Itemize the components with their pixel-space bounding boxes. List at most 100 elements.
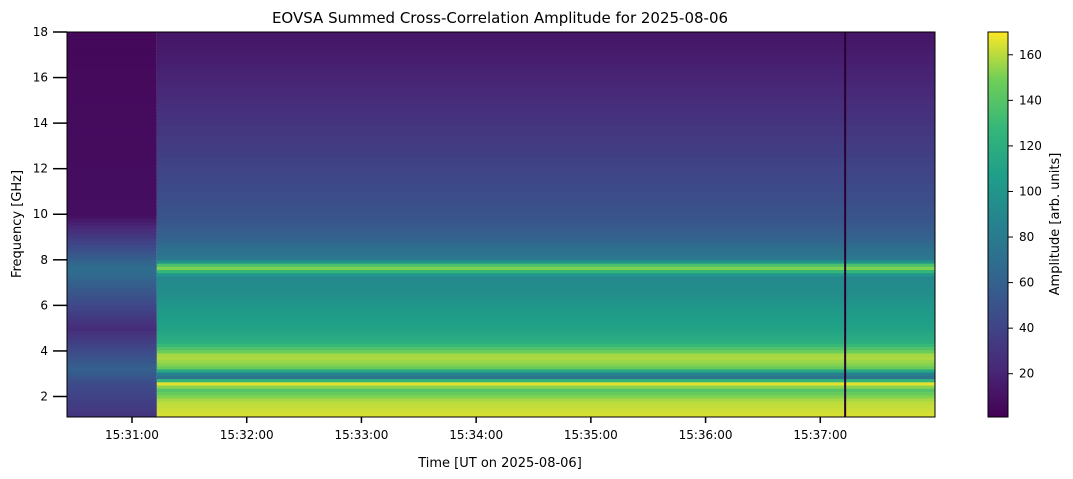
heatmap-band — [156, 214, 935, 219]
heatmap-band-pre — [67, 195, 157, 200]
heatmap-band-pre — [67, 384, 157, 389]
heatmap-band — [156, 38, 935, 43]
heatmap-band-pre — [67, 253, 157, 258]
heatmap-band — [156, 340, 935, 344]
heatmap-band — [156, 298, 935, 303]
heatmap-band-pre — [67, 189, 157, 194]
y-tick-label: 18 — [33, 25, 48, 39]
heatmap-band — [156, 99, 935, 104]
y-tick-label: 16 — [33, 71, 48, 85]
heatmap-band — [156, 311, 935, 315]
heatmap-band-pre — [67, 246, 157, 251]
heatmap-band-pre — [67, 413, 157, 417]
heatmap-band — [156, 333, 935, 338]
heatmap-band-pre — [67, 250, 157, 254]
heatmap-band-pre — [67, 83, 157, 88]
heatmap-band-pre — [67, 346, 157, 351]
heatmap-band-pre — [67, 202, 157, 206]
heatmap-band-pre — [67, 163, 157, 168]
heatmap-band — [156, 41, 935, 46]
heatmap-band — [156, 64, 935, 68]
heatmap-band-pre — [67, 362, 157, 367]
heatmap-band — [156, 352, 935, 357]
heatmap-band — [156, 221, 935, 226]
heatmap-band — [156, 397, 935, 402]
heatmap-band-pre — [67, 35, 157, 40]
heatmap-band-pre — [67, 298, 157, 303]
heatmap-band-pre — [67, 365, 157, 370]
y-tick-label: 10 — [33, 207, 48, 221]
heatmap-band-pre — [67, 240, 157, 245]
heatmap-band — [156, 269, 935, 274]
heatmap-band-pre — [67, 349, 157, 354]
heatmap-band-pre — [67, 80, 157, 84]
heatmap-band — [156, 291, 935, 296]
heatmap-band-pre — [67, 323, 157, 328]
heatmap-band-pre — [67, 208, 157, 213]
heatmap-band-pre — [67, 356, 157, 360]
heatmap-band-pre — [67, 336, 157, 341]
heatmap-band — [156, 35, 935, 40]
colorbar-label: Amplitude [arb. units] — [1048, 153, 1063, 296]
colorbar-tick-label: 20 — [1019, 367, 1034, 381]
heatmap-band-pre — [67, 182, 157, 187]
heatmap-band-pre — [67, 359, 157, 364]
heatmap-band — [156, 327, 935, 331]
heatmap-band-pre — [67, 304, 157, 309]
heatmap-band-pre — [67, 48, 157, 52]
heatmap-band — [156, 384, 935, 389]
y-tick-label: 6 — [40, 298, 48, 312]
heatmap-band — [156, 279, 935, 283]
heatmap-band-pre — [67, 205, 157, 210]
heatmap-band-pre — [67, 295, 157, 299]
heatmap-band — [156, 182, 935, 187]
heatmap-band — [156, 118, 935, 123]
x-axis: 15:31:00 15:32:00 15:33:00 15:34:00 15:35:00… — [105, 417, 847, 442]
x-tick-label: 15:32:00 — [220, 428, 274, 442]
heatmap-band-pre — [67, 86, 157, 91]
heatmap-band-pre — [67, 400, 157, 405]
heatmap-band-pre — [67, 128, 157, 133]
colorbar-tick-label: 80 — [1019, 230, 1034, 244]
heatmap-band-pre — [67, 314, 157, 319]
heatmap-band — [156, 343, 935, 348]
heatmap-band-pre — [67, 259, 157, 264]
heatmap-band — [156, 288, 935, 293]
heatmap-band-pre — [67, 234, 157, 238]
heatmap-band-pre — [67, 99, 157, 104]
heatmap-band-pre — [67, 388, 157, 392]
heatmap-band — [156, 301, 935, 306]
heatmap-band — [156, 391, 935, 396]
heatmap-band — [156, 131, 935, 136]
heatmap-band — [156, 368, 935, 373]
y-axis: 2 4 6 8 10 12 14 16 18 — [33, 25, 67, 403]
y-tick-label: 12 — [33, 162, 48, 176]
heatmap-band — [156, 144, 935, 149]
heatmap-band-pre — [67, 381, 157, 386]
heatmap-band-pre — [67, 340, 157, 344]
heatmap-band-pre — [67, 89, 157, 94]
heatmap-band-pre — [67, 150, 157, 155]
colorbar-axis: 20 40 60 80 100 120 140 160 — [1008, 48, 1042, 381]
heatmap-band-pre — [67, 198, 157, 203]
heatmap-band — [156, 176, 935, 181]
heatmap-band — [156, 102, 935, 107]
heatmap-band-pre — [67, 125, 157, 129]
heatmap-band — [156, 141, 935, 145]
heatmap-band — [156, 413, 935, 417]
heatmap-band — [156, 349, 935, 354]
heatmap-band — [156, 307, 935, 312]
heatmap-band — [156, 57, 935, 62]
heatmap-band-pre — [67, 76, 157, 81]
heatmap-band-pre — [67, 224, 157, 229]
y-tick-label: 4 — [40, 344, 48, 358]
heatmap-band-pre — [67, 230, 157, 235]
heatmap-band — [156, 250, 935, 254]
heatmap-band-pre — [67, 327, 157, 331]
heatmap-band — [156, 198, 935, 203]
heatmap-band — [156, 173, 935, 177]
heatmap-band — [156, 208, 935, 213]
x-tick-label: 15:34:00 — [449, 428, 503, 442]
chart-title: EOVSA Summed Cross-Correlation Amplitude… — [272, 9, 728, 27]
